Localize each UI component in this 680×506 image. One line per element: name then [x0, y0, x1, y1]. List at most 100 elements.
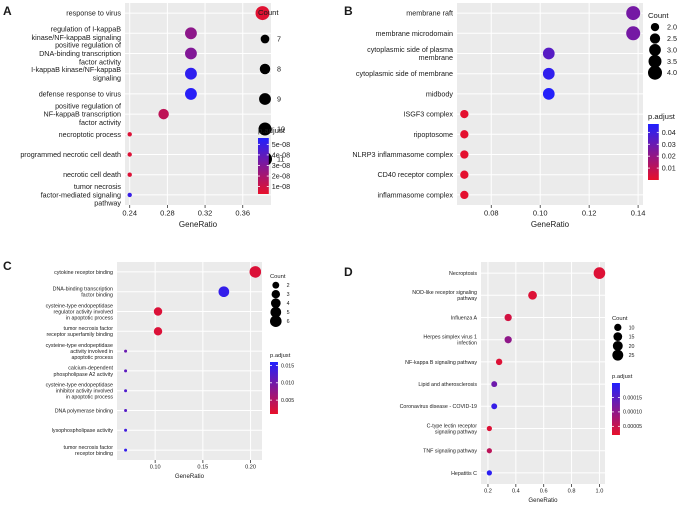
category-label: NF-kappa B signaling pathway [405, 360, 477, 366]
x-tick-label: 0.6 [540, 489, 548, 495]
category-label: membrane raft [406, 9, 453, 18]
data-point [127, 192, 132, 198]
category-label: calcium-dependent [68, 366, 113, 372]
category-label: in apoptotic process [66, 315, 113, 321]
size-legend-label: 8 [277, 65, 281, 74]
size-legend-label: 10 [629, 325, 635, 331]
data-point [185, 67, 197, 80]
panel-label: B [344, 4, 353, 18]
x-tick-label: 1.0 [596, 489, 604, 495]
category-label: factor activity [79, 57, 121, 66]
category-label: DNA polymerase binding [55, 408, 113, 414]
x-tick-label: 0.08 [484, 209, 499, 218]
category-label: lysophospholipase activity [52, 428, 114, 434]
category-label: positive regulation of [55, 41, 121, 50]
category-label: membrane microdomain [376, 29, 454, 38]
data-point [542, 88, 555, 100]
category-label: cytoplasmic side of membrane [356, 69, 453, 78]
category-label: infection [457, 341, 477, 347]
colorbar [648, 124, 659, 180]
category-label: signaling [93, 73, 121, 82]
size-legend-dot [260, 34, 270, 44]
panel-label: A [3, 4, 12, 18]
size-legend-dot [612, 340, 623, 351]
data-point [542, 67, 555, 80]
category-label: phospholipase A2 activity [54, 372, 114, 378]
plot-background [481, 262, 605, 484]
data-point [542, 47, 555, 60]
category-label: NF-kappaB transcription [44, 110, 122, 119]
data-point [124, 428, 128, 432]
category-label: receptor binding [75, 451, 113, 457]
data-point [185, 47, 197, 60]
category-label: necroptotic process [59, 130, 122, 139]
data-point [504, 336, 512, 344]
size-legend-dot [648, 54, 662, 68]
category-label: CD40 receptor complex [377, 170, 453, 179]
data-point [626, 26, 641, 41]
size-legend-label: 2.0 [667, 23, 677, 32]
x-tick-label: 0.24 [122, 209, 137, 218]
category-label: factor binding [81, 293, 113, 299]
category-label: cytokine receptor binding [54, 270, 113, 276]
size-legend-dot [270, 298, 281, 309]
data-point [127, 132, 132, 137]
data-point [528, 290, 537, 300]
data-point [460, 109, 469, 119]
category-label: midbody [426, 89, 454, 98]
size-legend-label: 2 [287, 283, 290, 289]
category-label: pathway [94, 199, 121, 208]
category-label: C-type lectin receptor [427, 423, 478, 429]
x-tick-label: 0.28 [160, 209, 175, 218]
category-label: cytoplasmic side of plasma [367, 45, 453, 54]
size-legend-dot [259, 63, 271, 75]
x-tick-label: 0.10 [533, 209, 548, 218]
size-legend-dot [258, 122, 272, 136]
colorbar [612, 383, 620, 435]
category-label: Coronavirus disease - COVID-19 [400, 404, 477, 410]
size-legend-label: 2.5 [667, 34, 677, 43]
category-label: necrotic cell death [63, 170, 121, 179]
size-legend-label: 25 [629, 353, 635, 359]
x-tick-label: 0.14 [631, 209, 646, 218]
data-point [491, 403, 498, 410]
size-legend-label: 3.5 [667, 57, 677, 66]
category-label: pathway [457, 296, 477, 302]
size-legend-title: Count [648, 11, 669, 20]
size-legend-dot [270, 306, 282, 318]
x-axis-label: GeneRatio [528, 497, 558, 504]
data-point [593, 267, 606, 279]
plot-background [125, 3, 271, 205]
size-legend-dot [612, 349, 624, 361]
category-label: regulation of I-kappaB [51, 25, 122, 34]
size-legend-dot [259, 93, 271, 105]
size-legend-label: 3.0 [667, 45, 677, 54]
data-point [495, 358, 503, 366]
category-label: ISGF3 complex [403, 110, 453, 119]
data-point [185, 27, 197, 40]
category-label: defense response to virus [39, 89, 122, 98]
size-legend-label: 5 [287, 310, 290, 316]
category-label: Herpes simplex virus 1 [423, 335, 477, 341]
panel-label: C [3, 259, 12, 273]
colorbar-label: 0.00015 [623, 395, 642, 401]
category-label: cysteine-type endopeptidase [46, 382, 113, 388]
category-label: regulator activity involved [54, 309, 114, 315]
color-legend-title: p.adjust [612, 374, 633, 380]
size-legend-title: Count [612, 316, 628, 322]
colorbar-label: 0.04 [662, 128, 676, 137]
color-legend-title: p.adjust [258, 126, 286, 135]
category-label: in apoptotic process [66, 395, 113, 401]
category-label: NOD-like receptor signaling [412, 290, 477, 296]
colorbar-label: 4e-08 [272, 150, 290, 159]
size-legend-label: 4 [287, 301, 290, 307]
size-legend-label: 7 [277, 35, 281, 44]
x-tick-label: 0.32 [198, 209, 213, 218]
data-point [491, 381, 498, 388]
x-tick-label: 0.4 [512, 489, 520, 495]
size-legend-dot [270, 315, 282, 328]
size-legend-dot [648, 65, 662, 80]
